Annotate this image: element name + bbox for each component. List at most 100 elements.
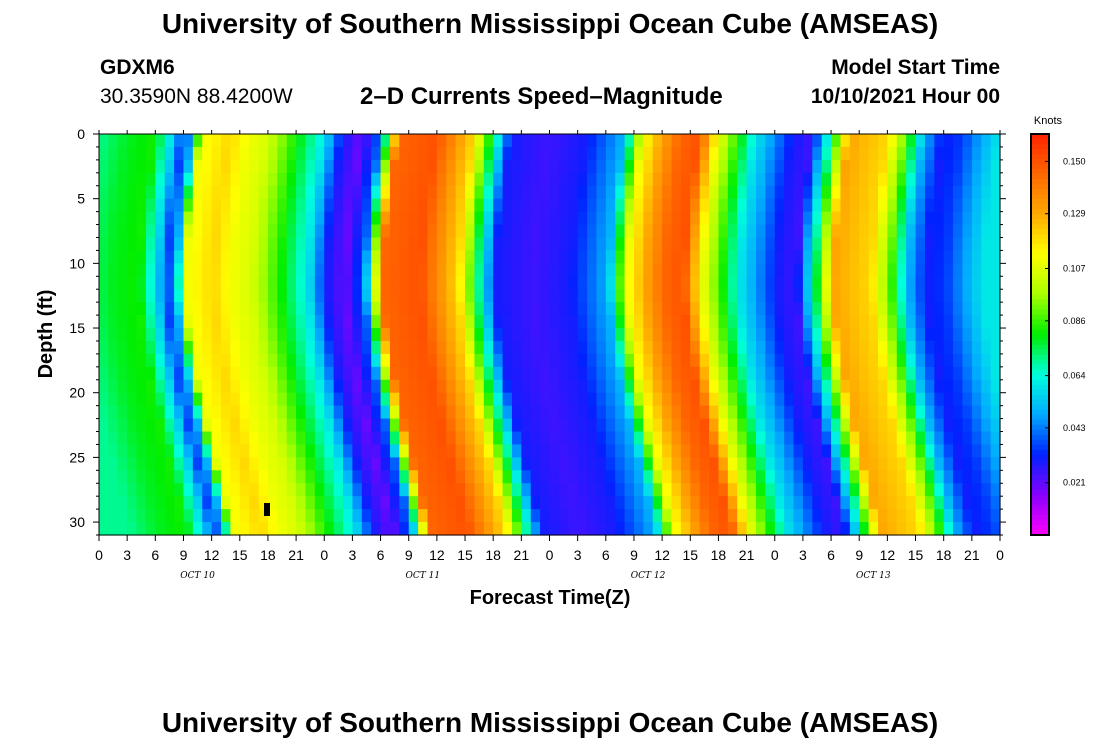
heatmap-cell: [605, 418, 616, 433]
heatmap-cell: [821, 431, 832, 446]
heatmap-cell: [493, 405, 504, 420]
heatmap-cell: [389, 509, 400, 523]
heatmap-cell: [727, 159, 738, 174]
heatmap-cell: [633, 366, 644, 381]
heatmap-cell: [324, 431, 335, 446]
heatmap-cell: [596, 392, 607, 407]
heatmap-cell: [380, 392, 391, 407]
heatmap-cell: [877, 134, 888, 148]
heatmap-cell: [296, 134, 307, 148]
heatmap-cell: [709, 146, 720, 161]
heatmap-cell: [587, 276, 598, 290]
heatmap-cell: [962, 198, 973, 213]
heatmap-cell: [155, 366, 166, 381]
heatmap-cell: [877, 470, 888, 484]
heatmap-cell: [202, 470, 213, 484]
heatmap-cell: [258, 522, 269, 536]
heatmap-cell: [258, 405, 269, 420]
heatmap-cell: [155, 237, 166, 252]
heatmap-cell: [502, 431, 513, 446]
heatmap-cell: [258, 340, 269, 355]
heatmap-cell: [530, 496, 541, 510]
heatmap-cell: [934, 328, 945, 342]
heatmap-cell: [821, 405, 832, 420]
heatmap-cell: [465, 134, 476, 148]
heatmap-cell: [324, 405, 335, 420]
heatmap-cell: [127, 496, 138, 510]
colorbar-tick-label: 0.129: [1063, 209, 1086, 219]
heatmap-cell: [127, 302, 138, 316]
colorbar-segment: [1031, 364, 1049, 371]
heatmap-cell: [727, 276, 738, 290]
heatmap-cell: [624, 509, 635, 523]
heatmap-cell: [643, 211, 654, 226]
heatmap-cell: [192, 340, 203, 355]
heatmap-cell: [709, 211, 720, 226]
heatmap-cell: [202, 276, 213, 290]
heatmap-cell: [455, 444, 466, 458]
heatmap-cell: [99, 470, 109, 484]
heatmap-cell: [174, 470, 185, 484]
heatmap-cell: [324, 522, 335, 536]
heatmap-cell: [521, 172, 532, 187]
heatmap-cell: [277, 237, 288, 252]
heatmap-cell: [840, 276, 851, 290]
heatmap-cell: [502, 379, 513, 394]
heatmap-cell: [483, 302, 494, 316]
heatmap-cell: [145, 146, 156, 161]
heatmap-cell: [718, 457, 729, 471]
heatmap-cell: [493, 431, 504, 446]
colorbar-segment: [1031, 194, 1049, 200]
heatmap-cell: [774, 146, 785, 161]
heatmap-cell: [493, 522, 504, 536]
heatmap-cell: [202, 211, 213, 226]
heatmap-cell: [680, 198, 691, 213]
heatmap-cell: [699, 522, 710, 536]
heatmap-cell: [436, 470, 447, 484]
heatmap-cell: [784, 353, 795, 368]
x-tick-label: 21: [288, 547, 304, 563]
colorbar-segment: [1031, 444, 1049, 451]
heatmap-cell: [577, 405, 588, 420]
heatmap-cell: [183, 250, 194, 264]
heatmap-cell: [408, 134, 419, 148]
heatmap-cell: [840, 237, 851, 252]
heatmap-cell: [436, 522, 447, 536]
heatmap-cell: [380, 315, 391, 329]
heatmap-cell: [812, 289, 823, 303]
heatmap-cell: [587, 315, 598, 329]
heatmap-cell: [502, 211, 513, 226]
heatmap-cell: [202, 405, 213, 420]
heatmap-cell: [784, 211, 795, 226]
heatmap-cell: [483, 522, 494, 536]
heatmap-cell: [549, 185, 560, 200]
heatmap-cell: [605, 470, 616, 484]
heatmap-cell: [361, 237, 372, 252]
heatmap-cell: [408, 444, 419, 458]
heatmap-cell: [643, 289, 654, 303]
heatmap-cell: [249, 353, 260, 368]
heatmap-cell: [680, 159, 691, 174]
heatmap-cell: [371, 159, 382, 174]
colorbar-segment: [1031, 439, 1049, 446]
heatmap-cell: [361, 276, 372, 290]
heatmap-cell: [755, 328, 766, 342]
heatmap-cell: [934, 431, 945, 446]
heatmap-cell: [343, 159, 354, 174]
heatmap-cell: [399, 237, 410, 252]
heatmap-cell: [286, 328, 297, 342]
heatmap-cell: [981, 276, 992, 290]
heatmap-cell: [831, 405, 842, 420]
heatmap-cell: [155, 353, 166, 368]
heatmap-cell: [361, 353, 372, 368]
heatmap-cell: [145, 444, 156, 458]
heatmap-cell: [755, 134, 766, 148]
heatmap-cell: [887, 353, 898, 368]
heatmap-cell: [174, 522, 185, 536]
heatmap-cell: [840, 444, 851, 458]
heatmap-cell: [746, 431, 757, 446]
heatmap-cell: [399, 457, 410, 471]
heatmap-cell: [483, 392, 494, 407]
colorbar-tick-label: 0.086: [1063, 316, 1086, 326]
